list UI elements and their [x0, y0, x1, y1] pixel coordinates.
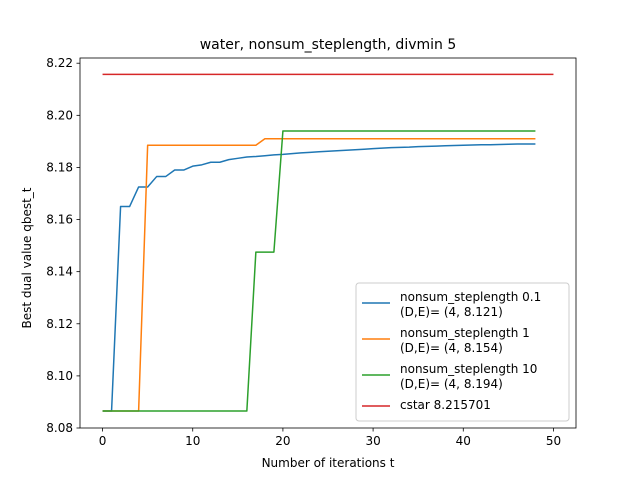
- legend-label-1: (D,E)= (4, 8.154): [400, 341, 503, 355]
- legend-label-2: nonsum_steplength 10: [400, 362, 537, 376]
- plot-area: 0 10 20 30 40 50 8.08 8.10 8.12 8.14 8.16 8.18 8.20 8…: [46, 56, 577, 448]
- chart-title: water, nonsum_steplength, divmin 5: [200, 37, 457, 53]
- legend-label-0: nonsum_steplength 0.1: [400, 290, 541, 304]
- y-tick-label: 8.20: [46, 108, 73, 122]
- series-line-0: [102, 143, 536, 412]
- y-axis-label: Best dual value qbest_t: [20, 187, 34, 328]
- x-tick-label: 20: [275, 434, 290, 448]
- legend-label-3: cstar 8.215701: [400, 398, 491, 412]
- x-tick-label: 10: [185, 434, 200, 448]
- x-axis-label: Number of iterations t: [262, 456, 395, 470]
- series-line-1: [102, 138, 536, 412]
- series-line-2: [102, 130, 536, 412]
- legend-box: [355, 282, 570, 422]
- legend-label-0: (D,E)= (4, 8.121): [400, 305, 503, 319]
- y-tick-label: 8.14: [46, 265, 73, 279]
- legend-label-2: (D,E)= (4, 8.194): [400, 377, 503, 391]
- x-tick-label: 30: [365, 434, 380, 448]
- y-tick-label: 8.22: [46, 56, 73, 70]
- y-tick-label: 8.16: [46, 213, 73, 227]
- y-tick-label: 8.12: [46, 317, 73, 331]
- x-tick-label: 40: [456, 434, 471, 448]
- y-tick-label: 8.10: [46, 369, 73, 383]
- x-tick-label: 50: [546, 434, 561, 448]
- y-tick-label: 8.08: [46, 421, 73, 435]
- legend-label-1: nonsum_steplength 1: [400, 326, 530, 340]
- x-tick-label: 0: [99, 434, 107, 448]
- axes-frame: [79, 57, 577, 429]
- y-tick-label: 8.18: [46, 160, 73, 174]
- legend: nonsum_steplength 0.1(D,E)= (4, 8.121) no…: [355, 282, 570, 422]
